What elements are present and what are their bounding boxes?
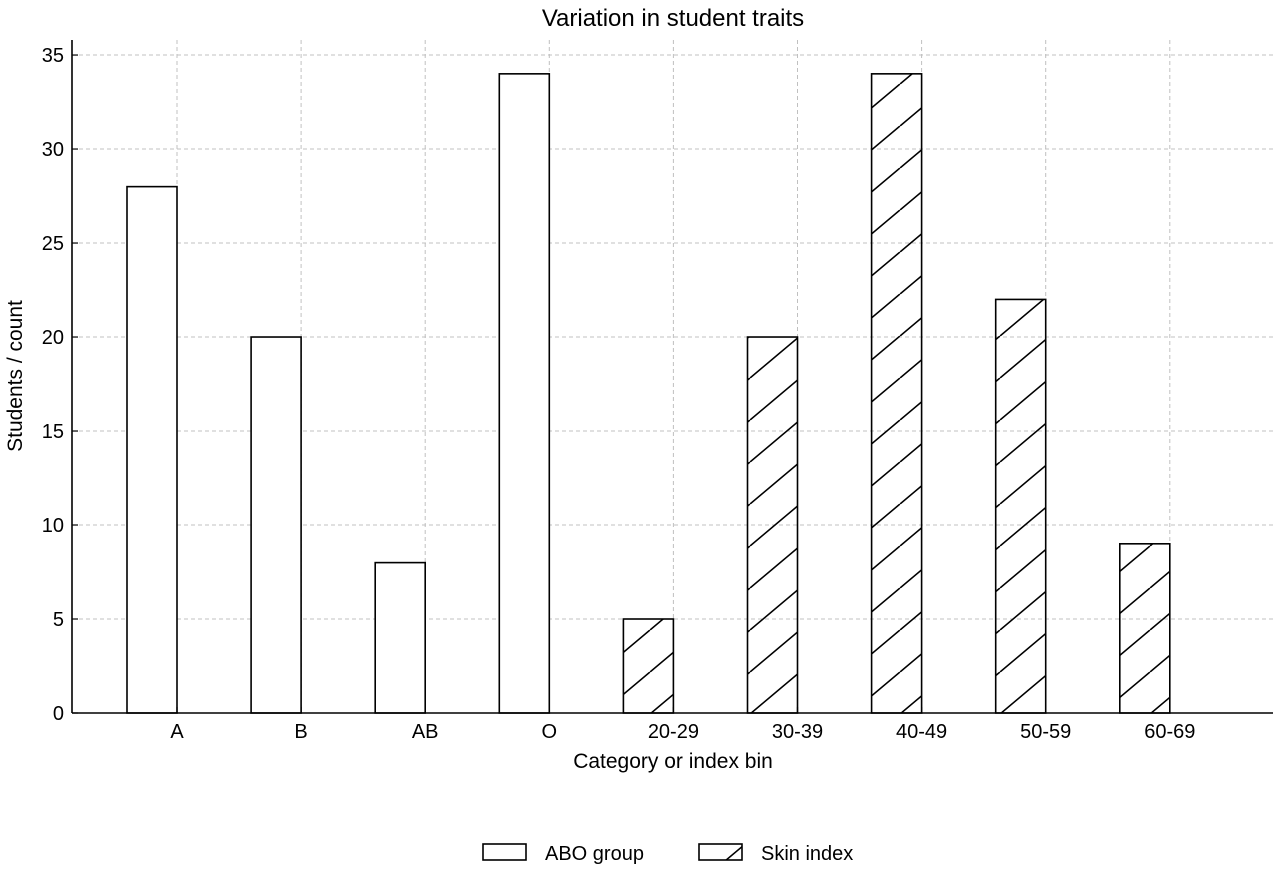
bar-abo-group-B [250,336,302,714]
bars-layer [126,73,1171,714]
x-tick-label: AB [412,721,439,743]
x-tick-label: 20-29 [648,721,699,743]
chart-title: Variation in student traits [542,5,804,32]
x-tick-label: O [542,721,558,743]
x-tick-label: A [170,721,184,743]
y-tick-label: 15 [42,421,64,443]
x-tick-label: 60-69 [1144,721,1195,743]
bar-skin-index-60-69 [1119,543,1171,714]
x-tick-label: B [294,721,307,743]
x-axis-title: Category or index bin [573,750,773,773]
x-tick-label: 50-59 [1020,721,1071,743]
bar-abo-group-AB [374,561,427,714]
bar-abo-group-O [498,73,551,714]
x-tick-label: 40-49 [896,721,947,743]
y-tick-label: 10 [42,515,64,537]
bar-skin-index-50-59 [994,298,1047,714]
bar-abo-group-A [126,185,178,714]
y-tick-label: 35 [42,45,64,67]
legend-label-skin-index: Skin index [761,843,853,865]
y-tick-label: 0 [53,703,64,725]
legend-label-abo-group: ABO group [545,843,644,865]
y-axis-title: Students / count [4,300,27,452]
legend-swatch-skin-index [698,843,743,861]
bar-skin-index-20-29 [622,618,675,714]
bar-skin-index-30-39 [746,336,799,714]
x-tick-label: 30-39 [772,721,823,743]
y-tick-label: 5 [53,609,64,631]
y-tick-label: 20 [42,327,64,349]
legend: ABO group Skin index [482,843,853,865]
y-tick-label: 30 [42,139,64,161]
y-tick-label: 25 [42,233,64,255]
bar-skin-index-40-49 [870,73,923,714]
legend-swatch-abo-group [482,843,527,861]
